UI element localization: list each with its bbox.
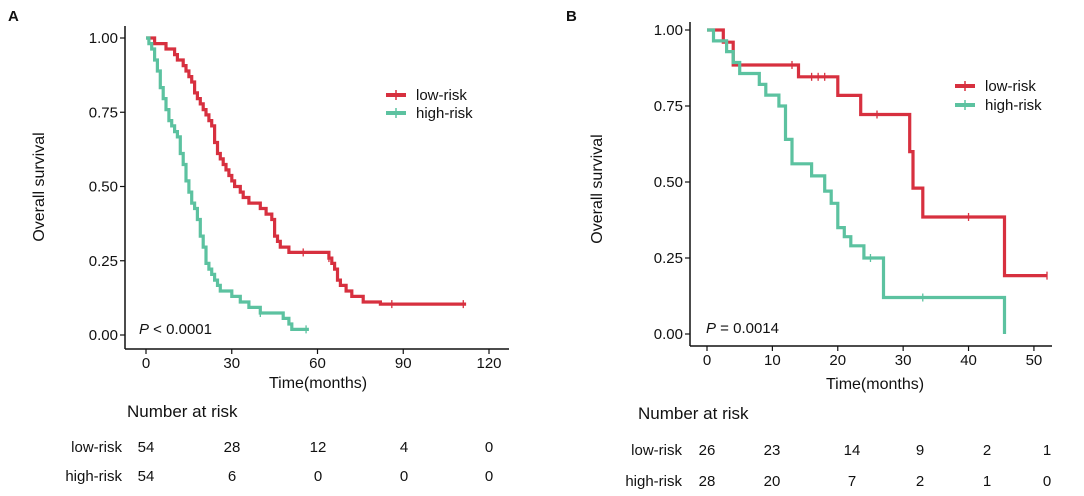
risk-count: 0 [1043, 473, 1051, 490]
risk-count: 0 [400, 468, 408, 485]
x-tick-label: 30 [895, 352, 912, 369]
y-tick-label: 0.75 [89, 104, 118, 121]
survival-curve-low-risk [146, 36, 467, 306]
risk-count: 1 [1043, 442, 1051, 459]
y-tick-label: 1.00 [654, 22, 683, 39]
y-tick-label: 0.00 [654, 326, 683, 343]
risk-count: 12 [310, 439, 327, 456]
risk-count: 2 [916, 473, 924, 490]
p-value-label: P = 0.0014 [706, 320, 779, 337]
y-axis-title: Overall survival [589, 134, 606, 243]
p-value-text: = 0.0014 [716, 320, 779, 337]
x-tick-label: 20 [829, 352, 846, 369]
risk-row-label: low-risk [631, 442, 682, 459]
x-tick-label: 40 [960, 352, 977, 369]
x-tick-label: 0 [142, 355, 150, 372]
x-tick-label: 60 [309, 355, 326, 372]
risk-row-label: low-risk [71, 439, 122, 456]
x-tick-label: 50 [1026, 352, 1043, 369]
y-tick-label: 0.50 [89, 179, 118, 196]
risk-count: 26 [699, 442, 716, 459]
risk-row-label: high-risk [625, 473, 682, 490]
x-tick-label: 10 [764, 352, 781, 369]
y-tick-label: 0.75 [654, 98, 683, 115]
risk-count: 14 [844, 442, 861, 459]
y-tick-label: 0.50 [654, 174, 683, 191]
p-value-label: P < 0.0001 [139, 321, 212, 338]
x-axis-title: Time(months) [269, 375, 367, 392]
km-panel-b: B0.000.250.500.751.000 10 20 30 40 50Time(mon… [566, 8, 1052, 490]
risk-count: 4 [400, 439, 408, 456]
p-value-symbol: P [139, 321, 149, 338]
p-value-symbol: P [706, 320, 716, 337]
risk-count: 6 [228, 468, 236, 485]
y-tick-label: 0.00 [89, 327, 118, 344]
legend-label: high-risk [416, 105, 473, 122]
panel-letter: B [566, 8, 577, 25]
risk-table-title: Number at risk [638, 404, 749, 423]
risk-count: 28 [699, 473, 716, 490]
risk-count: 7 [848, 473, 856, 490]
y-tick-label: 1.00 [89, 30, 118, 47]
y-tick-label: 0.25 [654, 250, 683, 267]
panel-letter: A [8, 8, 19, 25]
x-axis-title: Time(months) [826, 376, 924, 393]
survival-curve-high-risk [146, 36, 309, 331]
x-tick-label: 0 [703, 352, 711, 369]
risk-count: 28 [224, 439, 241, 456]
survival-curve-high-risk [707, 28, 1007, 334]
risk-count: 0 [485, 468, 493, 485]
legend-label: low-risk [985, 78, 1036, 95]
risk-table-title: Number at risk [127, 402, 238, 421]
risk-count: 0 [314, 468, 322, 485]
x-tick-label: 120 [476, 355, 501, 372]
y-tick-label: 0.25 [89, 253, 118, 270]
risk-count: 2 [983, 442, 991, 459]
legend-label: high-risk [985, 97, 1042, 114]
risk-count: 20 [764, 473, 781, 490]
x-tick-label: 30 [223, 355, 240, 372]
risk-count: 23 [764, 442, 781, 459]
risk-count: 1 [983, 473, 991, 490]
y-axis-title: Overall survival [31, 132, 48, 241]
risk-count: 9 [916, 442, 924, 459]
risk-count: 54 [138, 439, 155, 456]
risk-row-label: high-risk [65, 468, 122, 485]
p-value-text: < 0.0001 [149, 321, 212, 338]
km-panel-a: A0.000.250.500.751.000 30 60 90 120Time(mont… [8, 8, 509, 485]
survival-curve-low-risk [707, 28, 1047, 278]
legend-label: low-risk [416, 87, 467, 104]
risk-count: 54 [138, 468, 155, 485]
x-tick-label: 90 [395, 355, 412, 372]
risk-count: 0 [485, 439, 493, 456]
